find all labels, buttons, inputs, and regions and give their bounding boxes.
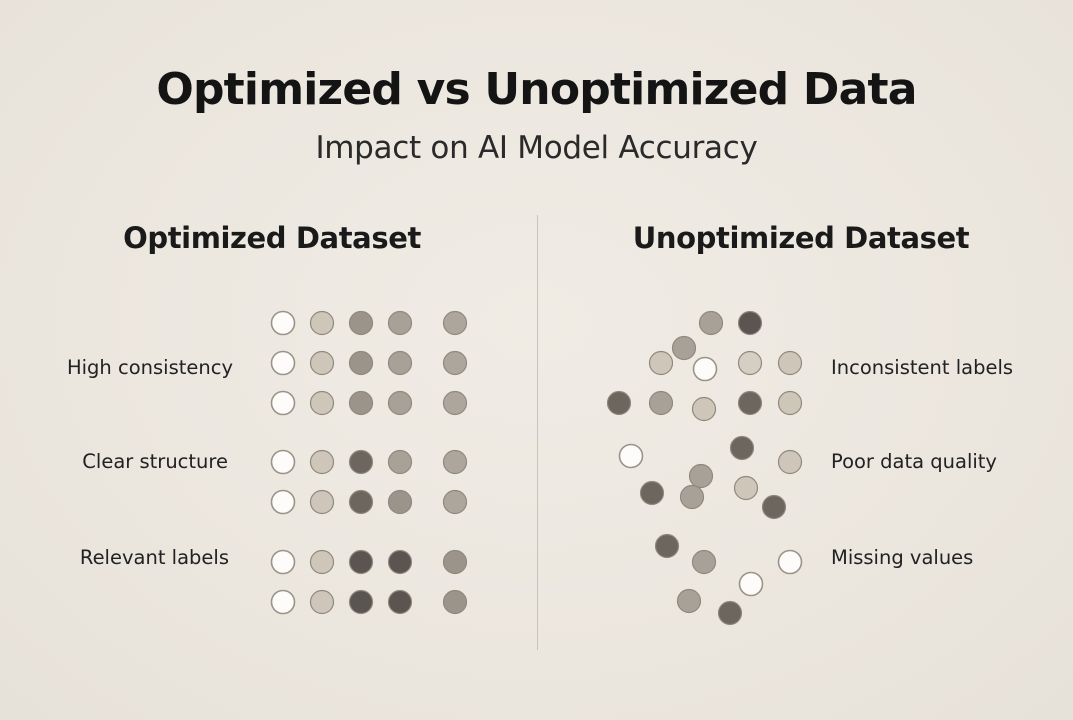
unoptimized-dot (676, 588, 702, 614)
unoptimized-dot (777, 350, 803, 376)
optimized-dot (270, 589, 296, 615)
label-poor-data-quality: Poor data quality (831, 450, 997, 473)
unoptimized-dot (691, 396, 717, 422)
unoptimized-dot (648, 350, 674, 376)
label-clear-structure: Clear structure (82, 450, 228, 473)
unoptimized-dot (737, 390, 763, 416)
optimized-dot (442, 310, 468, 336)
optimized-dot (309, 589, 335, 615)
optimized-dataset-heading: Optimized Dataset (123, 221, 421, 255)
unoptimized-dot (698, 310, 724, 336)
unoptimized-dot (733, 475, 759, 501)
optimized-dot (309, 310, 335, 336)
label-relevant-labels: Relevant labels (79, 546, 229, 569)
unoptimized-dot (692, 356, 718, 382)
page-subtitle: Impact on AI Model Accuracy (315, 130, 758, 166)
unoptimized-dot (679, 484, 705, 510)
optimized-dot (442, 350, 468, 376)
optimized-dot-grid (270, 310, 468, 615)
optimized-dot (442, 449, 468, 475)
optimized-dot (270, 489, 296, 515)
label-missing-values: Missing values (831, 546, 974, 569)
unoptimized-dot (671, 335, 697, 361)
optimized-dot (348, 549, 374, 575)
optimized-dot (442, 489, 468, 515)
optimized-dot (270, 390, 296, 416)
optimized-dot (387, 489, 413, 515)
optimized-dot (309, 549, 335, 575)
unoptimized-dot (777, 549, 803, 575)
center-divider (537, 215, 538, 650)
unoptimized-dot (729, 435, 755, 461)
optimized-dot (442, 549, 468, 575)
optimized-dot (348, 589, 374, 615)
optimized-dot (270, 449, 296, 475)
unoptimized-dot (606, 390, 632, 416)
optimized-dot (309, 390, 335, 416)
unoptimized-dot (717, 600, 743, 626)
optimized-dot (270, 549, 296, 575)
label-inconsistent-labels: Inconsistent labels (831, 356, 1014, 379)
label-high-consistency: High consistency (66, 356, 233, 379)
unoptimized-dot (618, 443, 644, 469)
unoptimized-dot (737, 350, 763, 376)
unoptimized-dot (688, 463, 714, 489)
optimized-dot (348, 489, 374, 515)
unoptimized-dot (737, 310, 763, 336)
optimized-dot (309, 449, 335, 475)
optimized-dot (348, 449, 374, 475)
optimized-dot (387, 449, 413, 475)
optimized-dot (348, 350, 374, 376)
optimized-dot (442, 390, 468, 416)
optimized-dot (442, 589, 468, 615)
optimized-dot (387, 390, 413, 416)
unoptimized-dot (648, 390, 674, 416)
unoptimized-dot (639, 480, 665, 506)
unoptimized-dot (654, 533, 680, 559)
optimized-dot (270, 310, 296, 336)
optimized-dot (309, 489, 335, 515)
optimized-dot (387, 549, 413, 575)
unoptimized-dot (777, 390, 803, 416)
unoptimized-dot (777, 449, 803, 475)
optimized-dot (387, 589, 413, 615)
unoptimized-dataset-heading: Unoptimized Dataset (632, 221, 970, 255)
optimized-dot (387, 310, 413, 336)
unoptimized-dot (761, 494, 787, 520)
unoptimized-dot (691, 549, 717, 575)
unoptimized-dot-scatter (606, 310, 803, 626)
optimized-dot (309, 350, 335, 376)
optimized-dot (348, 390, 374, 416)
optimized-dot (387, 350, 413, 376)
page-title: Optimized vs Unoptimized Data (156, 64, 917, 115)
unoptimized-dot (738, 571, 764, 597)
optimized-dot (348, 310, 374, 336)
optimized-dot (270, 350, 296, 376)
